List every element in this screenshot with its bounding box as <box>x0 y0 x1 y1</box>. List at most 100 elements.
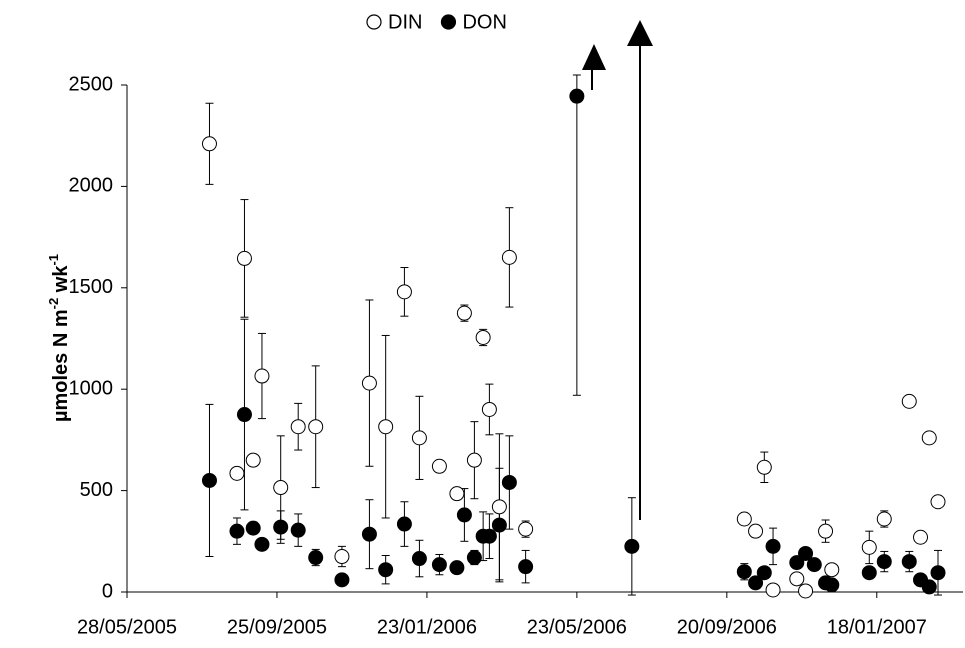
point <box>245 520 261 536</box>
legend-label: DIN <box>388 11 422 33</box>
point <box>361 526 377 542</box>
point <box>273 480 289 496</box>
point <box>930 494 946 510</box>
y-tick-label: 2500 <box>69 73 114 95</box>
point <box>229 523 245 539</box>
point <box>930 565 946 581</box>
point <box>501 249 517 265</box>
point <box>411 430 427 446</box>
point <box>431 458 447 474</box>
point <box>396 516 412 532</box>
point <box>378 562 394 578</box>
point <box>624 538 640 554</box>
point <box>569 88 585 104</box>
y-tick-label: 1000 <box>69 377 114 399</box>
point <box>308 550 324 566</box>
point <box>290 419 306 435</box>
point <box>491 499 507 515</box>
y-title-part: wk <box>50 265 72 298</box>
point <box>789 571 805 587</box>
x-tick-label: 23/01/2006 <box>377 616 477 638</box>
point <box>290 522 306 538</box>
point <box>466 550 482 566</box>
point <box>913 529 929 545</box>
point <box>361 375 377 391</box>
point <box>765 582 781 598</box>
x-tick-label: 20/09/2006 <box>677 616 777 638</box>
point <box>411 551 427 567</box>
point <box>491 517 507 533</box>
arrow-head <box>627 20 653 46</box>
legend-label: DON <box>462 11 506 33</box>
point <box>273 519 289 535</box>
point <box>334 572 350 588</box>
point <box>921 579 937 595</box>
point <box>518 521 534 537</box>
point <box>876 511 892 527</box>
point <box>481 401 497 417</box>
y-tick-label: 1500 <box>69 276 114 298</box>
x-tick-label: 23/05/2006 <box>527 616 627 638</box>
legend-item: DIN <box>366 11 422 33</box>
x-tick-label: 28/05/2005 <box>77 616 177 638</box>
legend-item: DON <box>440 11 507 33</box>
y-title-sup: -1 <box>46 254 61 266</box>
arrow-head <box>582 44 606 70</box>
point <box>475 329 491 345</box>
point <box>748 575 764 591</box>
point <box>748 523 764 539</box>
error-bar <box>572 74 581 396</box>
point <box>861 565 877 581</box>
point <box>798 583 814 599</box>
point <box>921 430 937 446</box>
x-tick-label: 25/09/2005 <box>227 616 327 638</box>
point <box>518 559 534 575</box>
point <box>431 557 447 573</box>
point <box>236 250 252 266</box>
y-tick-label: 0 <box>102 580 113 602</box>
x-tick-label: 18/01/2007 <box>827 616 927 638</box>
point <box>254 368 270 384</box>
point <box>449 560 465 576</box>
point <box>798 545 814 561</box>
point <box>756 459 772 475</box>
point <box>765 538 781 554</box>
y-tick-label: 2000 <box>69 175 114 197</box>
point <box>396 284 412 300</box>
point <box>806 557 822 573</box>
point <box>229 465 245 481</box>
point <box>736 564 752 580</box>
point <box>901 554 917 570</box>
point <box>818 523 834 539</box>
point <box>736 511 752 527</box>
point <box>201 472 217 488</box>
point <box>789 555 805 571</box>
y-title-part: µmoles N m <box>50 309 72 422</box>
point <box>466 452 482 468</box>
point <box>456 507 472 523</box>
point <box>861 539 877 555</box>
point <box>201 136 217 152</box>
point <box>456 305 472 321</box>
y-title-sup: -2 <box>46 298 61 310</box>
off-scale-arrows <box>582 20 653 520</box>
point <box>876 554 892 570</box>
legend-symbol <box>440 14 457 30</box>
y-axis-title: µmoles N m-2 wk-1 <box>46 254 72 422</box>
point <box>901 393 917 409</box>
point <box>756 565 772 581</box>
point <box>334 549 350 565</box>
point <box>501 474 517 490</box>
point <box>378 419 394 435</box>
point <box>254 536 270 552</box>
legend-symbol <box>366 14 382 30</box>
point <box>824 577 840 593</box>
point <box>824 562 840 578</box>
y-tick-label: 500 <box>80 479 113 501</box>
point <box>308 419 324 435</box>
point <box>236 407 252 423</box>
point <box>449 486 465 502</box>
point <box>481 528 497 544</box>
point <box>245 452 261 468</box>
